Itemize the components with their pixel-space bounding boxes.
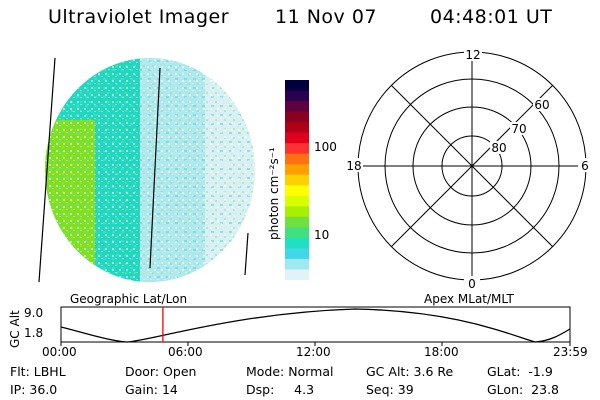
orbit-y-title: GC Alt — [8, 310, 22, 348]
mlt-label-0: 0 — [468, 277, 476, 290]
mlt-label-6: 6 — [581, 159, 589, 173]
instrument-title: Ultraviolet Imager — [48, 6, 230, 28]
orbit-altitude-plot — [60, 306, 571, 346]
orbit-left-label: Geographic Lat/Lon — [70, 292, 188, 306]
longitude-line-right — [149, 67, 161, 269]
info-gc-alt: GC Alt: 3.6 Re — [366, 364, 454, 379]
orbit-plot-frame — [60, 306, 571, 343]
orbit-x-tick-1800: 18:00 — [424, 345, 459, 359]
colorbar-stripe — [285, 80, 309, 92]
mlt-label-18: 18 — [346, 159, 361, 173]
colorbar-stripe — [285, 164, 309, 176]
mlat-label-70: 70 — [511, 122, 526, 136]
colorbar-stripe — [285, 153, 309, 165]
colorbar-stripe — [285, 269, 309, 280]
colorbar-tick-10: 10 — [314, 228, 330, 242]
colorbar-stripe — [285, 101, 309, 113]
colorbar-label: photon cm⁻²s⁻¹ — [267, 147, 281, 240]
colorbar-stripe — [285, 111, 309, 123]
colorbar-stripe — [285, 122, 309, 134]
orbit-x-tick-0000: 00:00 — [42, 345, 77, 359]
colorbar-stripe — [285, 206, 309, 218]
colorbar-stripe — [285, 90, 309, 102]
date-label: 11 Nov 07 — [275, 6, 378, 28]
mlat-label-60: 60 — [534, 98, 549, 112]
polar-diagonal-2 — [391, 85, 553, 247]
time-label: 04:48:01 UT — [430, 6, 553, 28]
colorbar-stripe — [285, 227, 309, 239]
colorbar-stripe — [285, 258, 309, 270]
colorbar-stripe — [285, 174, 309, 186]
orbit-x-tick-1200: 12:00 — [296, 345, 331, 359]
orbit-x-tick-2359: 23:59 — [553, 345, 588, 359]
mlt-label-12: 12 — [465, 48, 480, 62]
imager-view — [38, 57, 255, 283]
colorbar-stripe — [285, 216, 309, 228]
info-filter: Flt: LBHL — [10, 364, 66, 379]
info-mode: Mode: Normal — [246, 364, 334, 379]
info-door: Door: Open — [125, 364, 197, 379]
colorbar-stripe — [285, 185, 309, 197]
orbit-x-tick-0600: 06:00 — [168, 345, 203, 359]
orbit-altitude-curve — [60, 308, 571, 343]
info-gain: Gain: 14 — [125, 382, 178, 397]
info-seq: Seq: 39 — [366, 382, 414, 397]
colorbar-stripe — [285, 143, 309, 155]
info-ip: IP: 36.0 — [10, 382, 58, 397]
colorbar — [285, 80, 309, 280]
limb-line — [244, 232, 249, 276]
colorbar-tick-100: 100 — [314, 140, 337, 154]
colorbar-stripe — [285, 248, 309, 260]
orbit-y-tick-bottom: 1.8 — [24, 326, 44, 340]
info-dsp: Dsp: 4.3 — [246, 382, 315, 397]
orbit-y-tick-top: 9.0 — [24, 306, 44, 320]
polar-plot: 12 18 6 0 60 70 80 — [341, 48, 592, 290]
colorbar-stripe — [285, 237, 309, 249]
info-glon: GLon: 23.8 — [487, 382, 560, 397]
colorbar-stripe — [285, 132, 309, 144]
longitude-line-left — [38, 57, 56, 283]
orbit-right-label: Apex MLat/MLT — [424, 292, 514, 306]
colorbar-stripe — [285, 195, 309, 207]
earth-disk — [45, 58, 255, 282]
mlat-label-80: 80 — [491, 141, 506, 155]
info-glat: GLat: -1.9 — [487, 364, 553, 379]
